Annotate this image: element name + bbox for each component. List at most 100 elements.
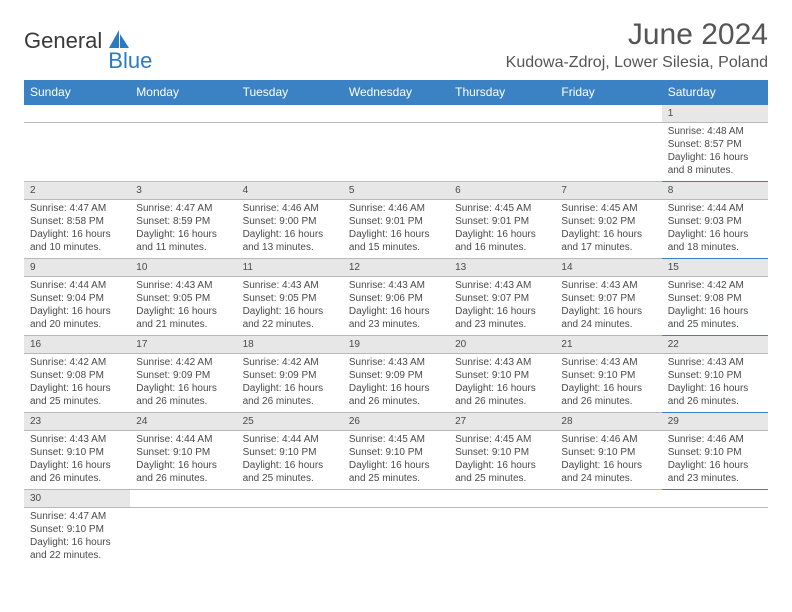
day-number: 6: [449, 182, 555, 200]
day-line: Sunset: 9:10 PM: [455, 369, 549, 382]
day-line: and 24 minutes.: [561, 472, 655, 485]
blank-cell: [237, 123, 343, 182]
day-line: Daylight: 16 hours: [136, 382, 230, 395]
day-line: Daylight: 16 hours: [455, 305, 549, 318]
day-content: Sunrise: 4:43 AMSunset: 9:05 PMDaylight:…: [130, 277, 236, 335]
day-line: Sunset: 9:10 PM: [561, 369, 655, 382]
day-cell: Sunrise: 4:43 AMSunset: 9:06 PMDaylight:…: [343, 277, 449, 336]
day-cell: Sunrise: 4:47 AMSunset: 8:59 PMDaylight:…: [130, 200, 236, 259]
day-line: Sunrise: 4:46 AM: [243, 202, 337, 215]
day-content: Sunrise: 4:42 AMSunset: 9:08 PMDaylight:…: [662, 277, 768, 335]
day-number: 2: [24, 182, 130, 200]
day-line: Sunset: 8:58 PM: [30, 215, 124, 228]
day-content: Sunrise: 4:43 AMSunset: 9:07 PMDaylight:…: [555, 277, 661, 335]
day-number: 15: [662, 259, 768, 277]
day-line: Daylight: 16 hours: [349, 382, 443, 395]
blank-daynum: [555, 490, 661, 508]
blank-daynum: [449, 105, 555, 123]
blank-cell: [237, 508, 343, 567]
day-line: and 26 minutes.: [349, 395, 443, 408]
day-content: Sunrise: 4:42 AMSunset: 9:09 PMDaylight:…: [130, 354, 236, 412]
day-line: Sunrise: 4:43 AM: [30, 433, 124, 446]
day-cell: Sunrise: 4:48 AMSunset: 8:57 PMDaylight:…: [662, 123, 768, 182]
day-number: 18: [237, 336, 343, 354]
blank-cell: [343, 123, 449, 182]
day-line: Daylight: 16 hours: [561, 305, 655, 318]
day-number: 1: [662, 105, 768, 123]
day-number: 16: [24, 336, 130, 354]
day-line: and 24 minutes.: [561, 318, 655, 331]
day-number: 23: [24, 413, 130, 431]
blank-cell: [24, 123, 130, 182]
day-line: and 25 minutes.: [243, 472, 337, 485]
day-line: and 21 minutes.: [136, 318, 230, 331]
day-cell: Sunrise: 4:47 AMSunset: 8:58 PMDaylight:…: [24, 200, 130, 259]
day-line: Daylight: 16 hours: [349, 305, 443, 318]
day-line: Sunset: 9:06 PM: [349, 292, 443, 305]
month-title: June 2024: [506, 18, 768, 52]
day-line: Sunrise: 4:43 AM: [668, 356, 762, 369]
blank-cell: [662, 508, 768, 567]
day-number: 10: [130, 259, 236, 277]
day-cell: Sunrise: 4:44 AMSunset: 9:04 PMDaylight:…: [24, 277, 130, 336]
day-line: Daylight: 16 hours: [668, 228, 762, 241]
title-block: June 2024 Kudowa-Zdroj, Lower Silesia, P…: [506, 18, 768, 72]
day-line: Sunrise: 4:46 AM: [561, 433, 655, 446]
day-line: Sunset: 9:08 PM: [668, 292, 762, 305]
blank-cell: [130, 123, 236, 182]
day-cell: Sunrise: 4:46 AMSunset: 9:10 PMDaylight:…: [555, 431, 661, 490]
day-line: and 20 minutes.: [30, 318, 124, 331]
day-line: Daylight: 16 hours: [668, 382, 762, 395]
day-line: Sunrise: 4:46 AM: [349, 202, 443, 215]
day-content: Sunrise: 4:44 AMSunset: 9:03 PMDaylight:…: [662, 200, 768, 258]
blank-cell: [343, 508, 449, 567]
day-content: Sunrise: 4:45 AMSunset: 9:01 PMDaylight:…: [449, 200, 555, 258]
calendar-header-row: SundayMondayTuesdayWednesdayThursdayFrid…: [24, 80, 768, 105]
blank-cell: [449, 508, 555, 567]
day-line: Daylight: 16 hours: [349, 459, 443, 472]
day-line: and 25 minutes.: [30, 395, 124, 408]
day-line: Sunset: 9:07 PM: [561, 292, 655, 305]
blank-daynum: [449, 490, 555, 508]
day-cell: Sunrise: 4:47 AMSunset: 9:10 PMDaylight:…: [24, 508, 130, 567]
day-line: Daylight: 16 hours: [243, 228, 337, 241]
day-line: Sunrise: 4:45 AM: [561, 202, 655, 215]
day-line: Daylight: 16 hours: [668, 459, 762, 472]
day-line: Sunset: 9:10 PM: [30, 446, 124, 459]
day-line: and 23 minutes.: [668, 472, 762, 485]
day-cell: Sunrise: 4:46 AMSunset: 9:00 PMDaylight:…: [237, 200, 343, 259]
day-line: Daylight: 16 hours: [30, 382, 124, 395]
day-line: Sunset: 9:10 PM: [455, 446, 549, 459]
day-line: and 15 minutes.: [349, 241, 443, 254]
day-cell: Sunrise: 4:42 AMSunset: 9:08 PMDaylight:…: [662, 277, 768, 336]
day-line: Daylight: 16 hours: [30, 459, 124, 472]
day-line: Daylight: 16 hours: [455, 228, 549, 241]
day-line: and 22 minutes.: [243, 318, 337, 331]
day-number: 28: [555, 413, 661, 431]
header: General Blue June 2024 Kudowa-Zdroj, Low…: [24, 18, 768, 72]
day-line: Sunrise: 4:42 AM: [243, 356, 337, 369]
weekday-header: Saturday: [662, 80, 768, 105]
day-line: Sunrise: 4:47 AM: [136, 202, 230, 215]
day-content: Sunrise: 4:43 AMSunset: 9:06 PMDaylight:…: [343, 277, 449, 335]
day-line: Sunrise: 4:46 AM: [668, 433, 762, 446]
day-content: Sunrise: 4:46 AMSunset: 9:00 PMDaylight:…: [237, 200, 343, 258]
day-content: Sunrise: 4:44 AMSunset: 9:04 PMDaylight:…: [24, 277, 130, 335]
day-line: Sunrise: 4:44 AM: [136, 433, 230, 446]
weekday-header: Friday: [555, 80, 661, 105]
day-number: 14: [555, 259, 661, 277]
day-line: and 25 minutes.: [455, 472, 549, 485]
day-content: Sunrise: 4:45 AMSunset: 9:10 PMDaylight:…: [343, 431, 449, 489]
day-line: Daylight: 16 hours: [136, 305, 230, 318]
day-line: Sunset: 8:57 PM: [668, 138, 762, 151]
blank-cell: [130, 508, 236, 567]
blank-cell: [555, 508, 661, 567]
blank-daynum: [130, 105, 236, 123]
day-line: and 8 minutes.: [668, 164, 762, 177]
day-line: Sunrise: 4:45 AM: [455, 433, 549, 446]
day-line: Daylight: 16 hours: [243, 305, 337, 318]
day-line: Sunset: 8:59 PM: [136, 215, 230, 228]
day-content: Sunrise: 4:44 AMSunset: 9:10 PMDaylight:…: [237, 431, 343, 489]
day-line: and 11 minutes.: [136, 241, 230, 254]
day-content: Sunrise: 4:48 AMSunset: 8:57 PMDaylight:…: [662, 123, 768, 181]
